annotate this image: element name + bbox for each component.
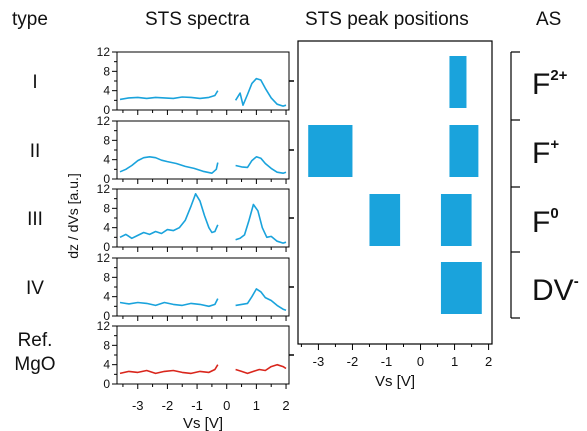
peaks-frame xyxy=(297,40,493,345)
x-tick-label: -1 xyxy=(191,398,203,413)
y-tick-label: 12 xyxy=(97,251,111,265)
peak-bar xyxy=(440,262,482,314)
spectrum-line xyxy=(119,364,219,375)
y-tick-label: 8 xyxy=(103,338,110,352)
peak-bar xyxy=(308,125,353,177)
y-tick-label: 4 xyxy=(103,290,110,304)
x-axis-label: Vs [V] xyxy=(183,415,223,431)
y-tick-label: 8 xyxy=(103,133,110,147)
header-type: type xyxy=(12,9,48,30)
spectrum-line xyxy=(235,363,287,375)
spectrum-line xyxy=(235,203,287,244)
peaks-x-tick-label: -2 xyxy=(347,354,359,369)
x-tick-label: -3 xyxy=(132,398,144,413)
as-label: F+ xyxy=(532,136,559,170)
panel-frame xyxy=(116,120,290,180)
header-as: AS xyxy=(536,9,562,30)
y-tick-label: 0 xyxy=(103,377,110,391)
spectrum-line xyxy=(119,156,219,174)
peaks-x-tick-label: -1 xyxy=(381,354,393,369)
peak-bar xyxy=(369,194,401,246)
panel-frame xyxy=(116,257,290,317)
y-tick-label: 4 xyxy=(103,84,110,98)
y-tick-label: 8 xyxy=(103,64,110,78)
as-label: DV- xyxy=(532,273,579,307)
y-tick-label: 12 xyxy=(97,114,111,128)
y-tick-label: 0 xyxy=(103,172,110,186)
peaks-x-tick-label: -3 xyxy=(313,354,325,369)
peaks-x-tick-label: 0 xyxy=(417,354,424,369)
peaks-x-axis-label: Vs [V] xyxy=(375,373,415,390)
y-tick-label: 0 xyxy=(103,103,110,117)
x-tick-label: 1 xyxy=(253,398,260,413)
spectrum-line xyxy=(119,193,219,240)
y-tick-label: 4 xyxy=(103,358,110,372)
spectrum-line xyxy=(119,90,219,101)
y-tick-label: 12 xyxy=(97,319,111,333)
y-tick-label: 12 xyxy=(97,182,111,196)
spectrum-line xyxy=(119,298,219,308)
spectrum-line xyxy=(235,288,287,311)
type-label: I xyxy=(32,72,37,93)
y-tick-label: 12 xyxy=(97,45,111,59)
panel-frame xyxy=(116,188,290,248)
panel-frame xyxy=(116,51,290,111)
y-tick-label: 4 xyxy=(103,153,110,167)
y-tick-label: 4 xyxy=(103,221,110,235)
type-label: IV xyxy=(26,278,44,299)
as-label: F2+ xyxy=(532,67,568,101)
type-label: MgO xyxy=(14,354,55,375)
y-tick-label: 0 xyxy=(103,240,110,254)
spectrum-line xyxy=(235,156,287,174)
y-tick-label: 8 xyxy=(103,270,110,284)
peak-bar xyxy=(449,56,467,108)
y-axis-label: dz / dVs [a.u.] xyxy=(65,173,81,259)
x-tick-label: 2 xyxy=(282,398,289,413)
type-label: II xyxy=(30,141,41,162)
peaks-x-tick-label: 1 xyxy=(451,354,458,369)
y-tick-label: 0 xyxy=(103,309,110,323)
y-tick-label: 8 xyxy=(103,201,110,215)
peak-bar xyxy=(449,125,479,177)
peak-bar xyxy=(440,194,472,246)
spectrum-line xyxy=(234,77,287,107)
header-sts-peak-positions: STS peak positions xyxy=(305,9,469,30)
peaks-x-tick-label: 2 xyxy=(485,354,492,369)
type-label: III xyxy=(27,209,43,230)
as-label: F0 xyxy=(532,205,559,239)
panel-frame xyxy=(116,325,290,385)
type-label: Ref. xyxy=(18,330,53,351)
x-tick-label: -2 xyxy=(162,398,174,413)
x-tick-label: 0 xyxy=(223,398,230,413)
header-sts-spectra: STS spectra xyxy=(145,9,250,30)
